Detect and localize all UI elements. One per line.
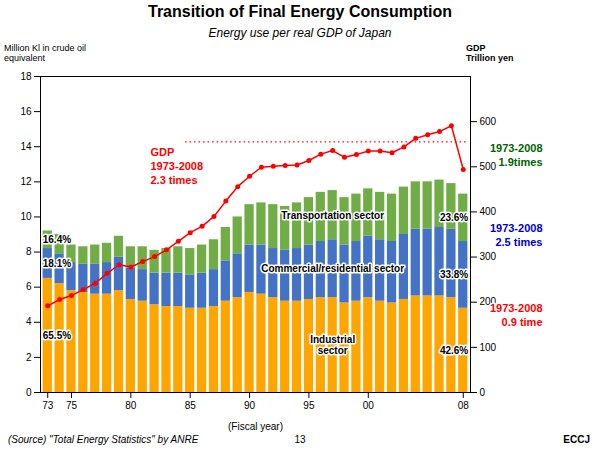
svg-text:23.6%: 23.6%	[440, 212, 468, 223]
svg-text:14: 14	[20, 141, 32, 152]
svg-text:0: 0	[480, 387, 486, 398]
svg-text:33.8%: 33.8%	[440, 269, 468, 280]
svg-text:12: 12	[20, 176, 32, 187]
svg-text:1973-20082.5 times: 1973-20082.5 times	[490, 222, 543, 248]
html-text:Energy use per real GDP of Jap: Energy use per real GDP of Japan	[208, 26, 392, 40]
svg-text:300: 300	[480, 251, 497, 262]
svg-text:1973-20081.9times: 1973-20081.9times	[490, 142, 543, 168]
html-text:ECCJ: ECCJ	[563, 434, 590, 445]
svg-text:90: 90	[244, 400, 256, 411]
svg-text:16: 16	[20, 106, 32, 117]
svg-text:600: 600	[480, 116, 497, 127]
svg-text:18: 18	[20, 71, 32, 82]
html-text:Million Kl in crude oil equiva: Million Kl in crude oil equivalent	[4, 43, 86, 63]
svg-text:500: 500	[480, 161, 497, 172]
html-text:GDP Trillion yen: GDP Trillion yen	[466, 43, 514, 63]
html-text:13: 13	[294, 434, 306, 445]
html-text:Transition of Final Energy Con: Transition of Final Energy Consumption	[148, 3, 452, 20]
svg-text:18.1%: 18.1%	[43, 258, 71, 269]
svg-text:4: 4	[26, 316, 32, 327]
svg-text:GDP1973-20082.3 times: GDP1973-20082.3 times	[151, 146, 204, 186]
svg-text:00: 00	[363, 400, 375, 411]
svg-text:75: 75	[66, 400, 78, 411]
svg-text:73: 73	[42, 400, 54, 411]
svg-text:85: 85	[185, 400, 197, 411]
svg-text:Industrialsector: Industrialsector	[310, 334, 355, 356]
svg-text:Commercial/residential sector: Commercial/residential sector	[261, 263, 404, 274]
svg-text:80: 80	[125, 400, 137, 411]
svg-text:2: 2	[26, 352, 32, 363]
svg-text:400: 400	[480, 206, 497, 217]
svg-text:8: 8	[26, 246, 32, 257]
svg-text:10: 10	[20, 211, 32, 222]
svg-text:08: 08	[458, 400, 470, 411]
html-text:(Source) "Total Energy Statist: (Source) "Total Energy Statistics" by AN…	[8, 434, 199, 445]
svg-text:95: 95	[303, 400, 315, 411]
svg-text:42.6%: 42.6%	[440, 345, 468, 356]
svg-text:200: 200	[479, 296, 497, 308]
svg-text:65.5%: 65.5%	[43, 330, 71, 341]
svg-text:(Fiscal year): (Fiscal year)	[228, 421, 283, 432]
svg-text:6: 6	[26, 281, 32, 292]
svg-text:Transportation sector: Transportation sector	[281, 210, 384, 221]
svg-text:1973-20080.9 time: 1973-20080.9 time	[490, 302, 543, 328]
svg-text:100: 100	[480, 342, 497, 353]
svg-text:16.4%: 16.4%	[43, 234, 71, 245]
svg-text:0: 0	[26, 387, 32, 398]
